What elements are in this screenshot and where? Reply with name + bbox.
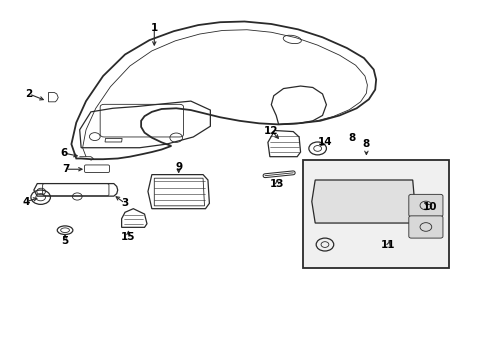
Text: 8: 8: [362, 139, 369, 149]
Polygon shape: [311, 180, 415, 223]
FancyBboxPatch shape: [408, 216, 442, 238]
Text: 3: 3: [121, 198, 128, 208]
Text: 4: 4: [23, 197, 30, 207]
Text: 12: 12: [264, 126, 278, 135]
Text: 8: 8: [347, 133, 355, 143]
Text: 1: 1: [150, 23, 158, 33]
FancyBboxPatch shape: [408, 194, 442, 217]
Text: 15: 15: [121, 232, 136, 242]
Text: 10: 10: [422, 202, 436, 212]
Text: 9: 9: [175, 162, 182, 172]
Text: 13: 13: [269, 179, 284, 189]
Bar: [303, 160, 448, 268]
Text: 11: 11: [380, 240, 395, 250]
Text: 7: 7: [62, 164, 69, 174]
Text: 14: 14: [317, 138, 331, 147]
Text: 5: 5: [61, 236, 68, 246]
Text: 2: 2: [25, 89, 33, 99]
Text: 6: 6: [61, 148, 67, 158]
